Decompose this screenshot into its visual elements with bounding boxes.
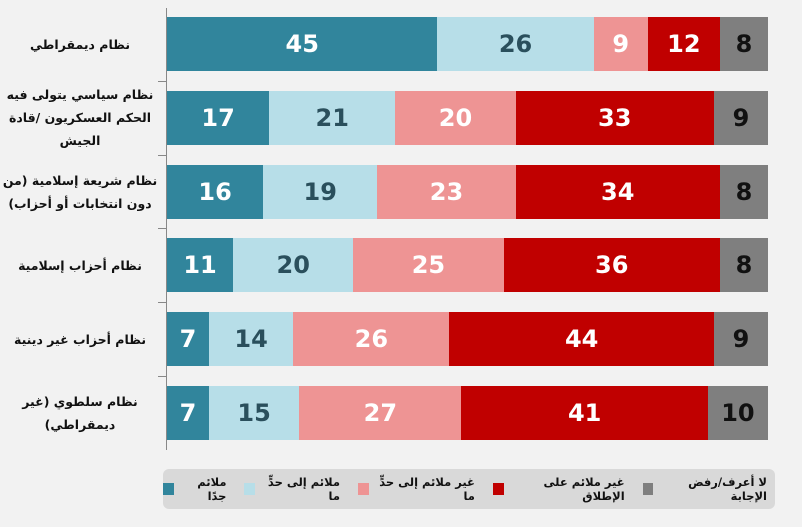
data-label: 36 xyxy=(595,251,629,280)
legend-label: لا أعرف/رفض الإجابة xyxy=(688,475,767,503)
data-label: 12 xyxy=(667,30,701,58)
legend-swatch xyxy=(163,483,174,495)
bar-segment: 19 xyxy=(263,164,378,219)
legend-item: ملائم إلى حدٍّ ما xyxy=(244,475,340,503)
legend-item: غير ملائم إلى حدٍّ ما xyxy=(357,475,475,503)
category-label: نظام سلطوي (غير ديمقراطي) xyxy=(22,394,138,432)
data-label: 9 xyxy=(732,103,750,132)
data-label: 26 xyxy=(498,30,533,58)
bar-segment: 17 xyxy=(167,90,270,145)
legend-swatch xyxy=(357,483,369,495)
category-axis xyxy=(166,8,167,450)
data-label: 20 xyxy=(438,103,473,132)
bar-segment: 20 xyxy=(233,238,354,293)
legend-label: غير ملائم على الإطلاق xyxy=(543,475,625,503)
data-label: 10 xyxy=(721,399,755,427)
bar-segment: 11 xyxy=(167,238,234,293)
bar-segment: 9 xyxy=(713,90,768,145)
bar-segment: 12 xyxy=(647,17,720,71)
data-label: 33 xyxy=(598,103,632,132)
legend-item: ملائم جدًا xyxy=(163,475,226,503)
axis-tick xyxy=(158,302,166,304)
data-label: 44 xyxy=(564,325,599,354)
bar-segment: 41 xyxy=(461,386,708,440)
bar-segment: 8 xyxy=(719,17,768,71)
data-label: 17 xyxy=(201,103,235,132)
stacked-bar-chart: نظام ديمقراطي 45 26 9 12 8 نظام سياسي يتولى في… xyxy=(2,8,768,450)
legend-swatch xyxy=(244,483,256,495)
bar-segment: 27 xyxy=(299,386,462,440)
bar-segment: 23 xyxy=(377,164,516,219)
bar-segment: 25 xyxy=(353,238,504,293)
axis-tick xyxy=(158,376,166,377)
axis-tick xyxy=(158,80,166,82)
data-label: 11 xyxy=(183,251,217,280)
category-label: نظام سياسي يتولى فيه الحكم العسكريون /قا… xyxy=(6,87,154,149)
bar-segment: 21 xyxy=(269,90,396,145)
category-label: نظام شريعة إسلامية (من دون انتخابات أو أ… xyxy=(2,172,158,211)
bar-segment: 45 xyxy=(167,17,438,71)
data-label: 27 xyxy=(363,399,398,427)
bar-segment: 7 xyxy=(167,312,210,367)
data-label: 15 xyxy=(237,399,271,427)
legend-item: لا أعرف/رفض الإجابة xyxy=(642,475,767,503)
data-label: 8 xyxy=(735,251,753,280)
data-label: 45 xyxy=(285,30,319,58)
data-label: 19 xyxy=(303,177,337,206)
data-label: 9 xyxy=(732,325,750,354)
data-label: 23 xyxy=(429,177,464,206)
bar-segment: 26 xyxy=(437,17,594,71)
legend-item: غير ملائم على الإطلاق xyxy=(492,475,625,503)
data-label: 8 xyxy=(735,177,753,206)
bar-segment: 9 xyxy=(713,312,768,367)
legend-label: غير ملائم إلى حدٍّ ما xyxy=(379,475,475,503)
category-label: نظام أحزاب إسلامية xyxy=(18,257,142,273)
bar-segment: 8 xyxy=(719,238,768,293)
axis-tick xyxy=(158,154,166,156)
legend-label: ملائم إلى حدٍّ ما xyxy=(267,475,340,503)
data-label: 41 xyxy=(567,399,602,427)
data-label: 21 xyxy=(315,103,349,132)
data-label: 7 xyxy=(179,399,197,427)
data-label: 25 xyxy=(411,251,446,280)
bar-segment: 8 xyxy=(719,164,768,219)
bar-segment: 26 xyxy=(293,312,450,367)
legend: لا أعرف/رفض الإجابة غير ملائم على الإطلاق… xyxy=(163,469,775,509)
bar-segment: 7 xyxy=(167,386,210,440)
bar-segment: 20 xyxy=(395,90,516,145)
bar-segment: 36 xyxy=(503,238,720,293)
bar-segment: 33 xyxy=(515,90,714,145)
data-label: 7 xyxy=(179,325,197,354)
legend-swatch xyxy=(642,483,654,495)
bar-segment: 16 xyxy=(167,164,264,219)
axis-tick xyxy=(158,228,166,230)
data-label: 34 xyxy=(601,177,635,206)
data-label: 8 xyxy=(735,30,753,58)
category-label: نظام أحزاب غير دينية xyxy=(14,331,147,347)
category-label: نظام ديمقراطي xyxy=(29,36,131,52)
data-label: 14 xyxy=(234,325,268,354)
data-label: 16 xyxy=(198,177,232,206)
data-label: 26 xyxy=(354,325,389,354)
data-label: 9 xyxy=(612,30,630,58)
bar-segment: 34 xyxy=(515,164,720,219)
legend-label: ملائم جدًا xyxy=(197,475,227,503)
bar-segment: 9 xyxy=(593,17,648,71)
bar-segment: 14 xyxy=(209,312,294,367)
legend-swatch xyxy=(492,483,504,495)
bar-segment: 15 xyxy=(209,386,300,440)
bar-segment: 44 xyxy=(449,312,714,367)
data-label: 20 xyxy=(276,251,310,280)
bar-segment: 10 xyxy=(707,386,768,440)
